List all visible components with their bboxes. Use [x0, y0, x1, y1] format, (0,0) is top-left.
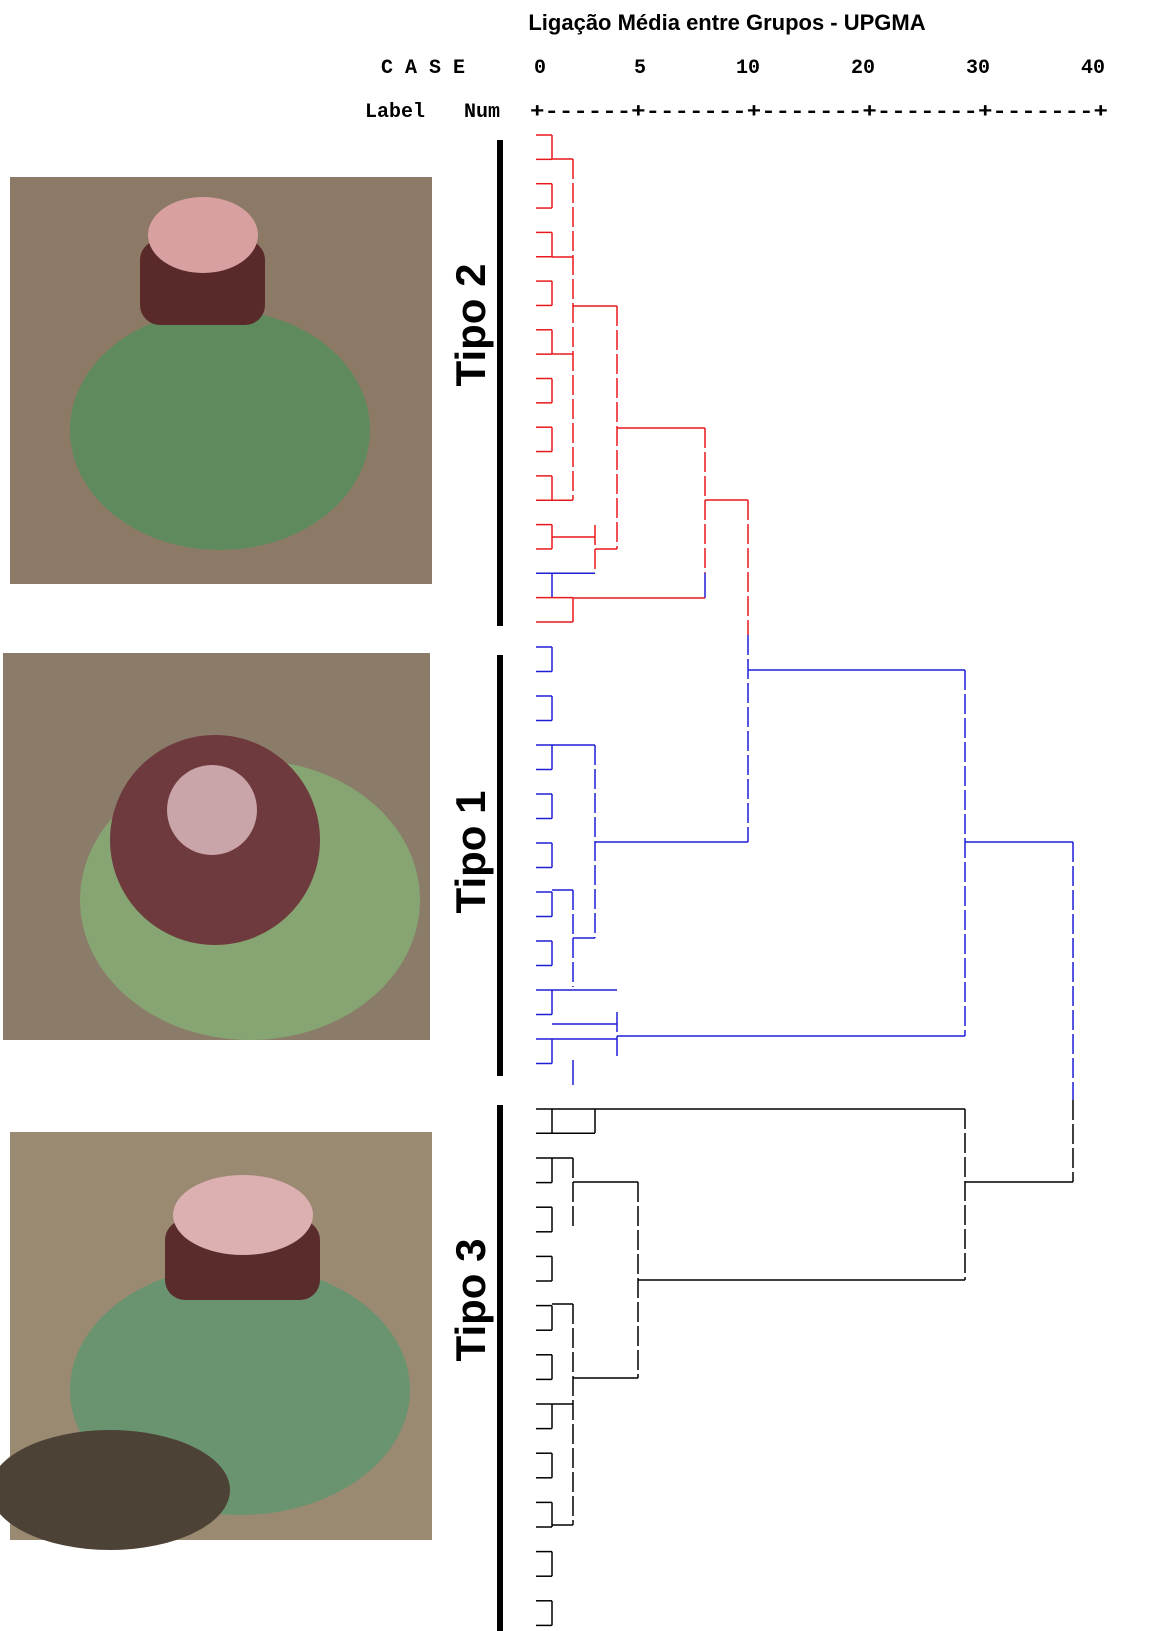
photo — [10, 177, 432, 584]
figure: Ligação Média entre Grupos - UPGMA C A S… — [0, 0, 1163, 1631]
group-label: Tipo 2 — [447, 264, 494, 387]
label-header: Label — [365, 101, 425, 124]
group-label: Tipo 1 — [447, 791, 494, 914]
tick-label: 5 — [634, 57, 646, 80]
scale: +------+-------+-------+-------+-------+ — [530, 101, 1108, 124]
tick-label: 20 — [851, 57, 875, 80]
tick-label: 0 — [534, 57, 546, 80]
title: Ligação Média entre Grupos - UPGMA — [528, 10, 925, 35]
tick-label: 10 — [736, 57, 760, 80]
tick-label: 40 — [1081, 57, 1105, 80]
tick-labels: 0 5 10 20 30 40 — [534, 57, 1105, 80]
group-label: Tipo 3 — [447, 1239, 494, 1362]
photo — [3, 653, 430, 1040]
photo — [0, 1132, 432, 1550]
num-header: Num — [464, 101, 500, 124]
case-header: C A S E — [381, 57, 465, 80]
tick-label: 30 — [966, 57, 990, 80]
dendrogram — [536, 135, 1073, 1625]
